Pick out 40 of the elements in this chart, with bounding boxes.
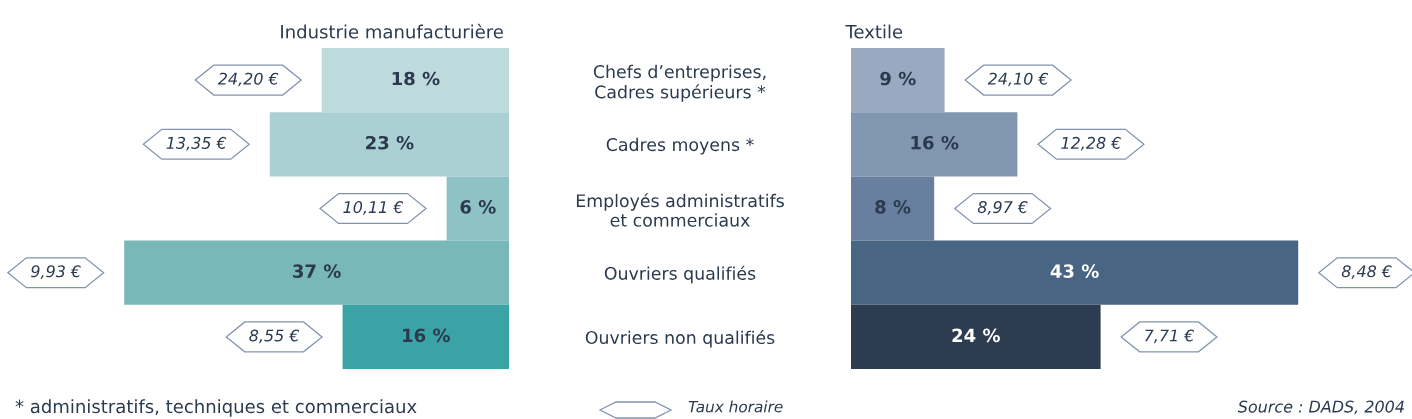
data-label: 16 % (911, 135, 959, 150)
y-tick-label: Ouvriers qualifiés (604, 265, 756, 284)
bar (851, 176, 935, 241)
chart-title: Textile (845, 24, 903, 39)
annotation: 8,48 € (1341, 265, 1392, 279)
annotation: 12,28 € (1061, 136, 1121, 151)
data-label: 43 % (1050, 264, 1099, 278)
annotation: 7,71 € (1145, 329, 1194, 344)
data-label: 23 % (366, 135, 414, 150)
bar (851, 240, 1299, 305)
bar (851, 304, 1101, 369)
annotation: 13,35 € (166, 136, 227, 151)
annotation: 24,20 € (217, 72, 279, 87)
y-tick-label: Cadres moyens * (606, 137, 754, 155)
annotation: 8,55 € (249, 329, 300, 344)
bar (446, 176, 509, 241)
bar (851, 112, 1018, 177)
annotation: 8,97 € (977, 201, 1028, 215)
text: * administratifs, techniques et commerciaux (15, 399, 417, 417)
y-tick-label: Employés administratifs et commerciaux (576, 193, 784, 227)
data-label: 37 % (293, 264, 341, 278)
annotation: 9,93 € (31, 265, 81, 279)
bar (851, 48, 945, 113)
data-label: 9 % (880, 71, 916, 86)
bar (321, 48, 509, 113)
source-note: Source : DADS, 2004 (1237, 400, 1404, 415)
data-label: 16 % (403, 328, 450, 343)
y-tick-label: Ouvriers non qualifiés (585, 329, 775, 348)
data-label: 24 % (952, 328, 1000, 343)
text: Taux horaire (688, 400, 783, 413)
annotation: 10,11 € (343, 201, 404, 215)
chart-title: Industrie manufacturière (281, 23, 503, 39)
data-label: 6 % (460, 200, 496, 214)
y-tick-label: Chefs d’entreprises, Cadres supérieurs * (593, 64, 766, 102)
data-label: 18 % (392, 71, 440, 86)
bar (269, 112, 509, 177)
bar (124, 240, 509, 305)
annotation: 24,10 € (987, 72, 1049, 87)
bar (342, 304, 509, 369)
data-label: 8 % (875, 200, 911, 214)
